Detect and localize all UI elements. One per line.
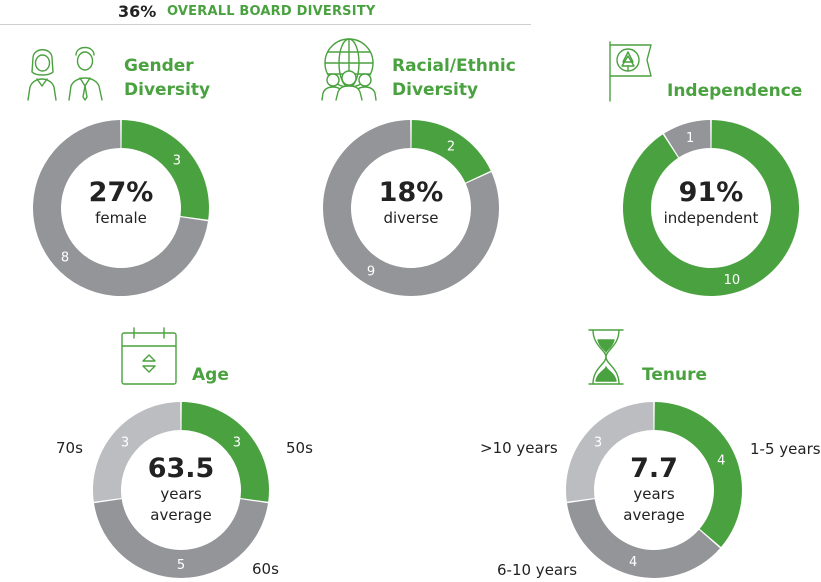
age-center-sub-2: average [150,506,212,524]
tenure-title: Tenure [642,363,707,387]
racial-center-sub-1: diverse [383,209,439,227]
gender-title-line-2: Diversity [124,80,211,100]
overall-diversity-percent: 36% [118,2,157,21]
independence-center-value: 91% [678,177,744,208]
age-slice-3 [93,402,181,502]
age-slice-2 [94,499,268,578]
tenure-title-line-1: Tenure [642,365,707,385]
age-center-value: 63.5 [147,453,215,484]
tenure-slice-1-value: 4 [717,453,725,468]
racial-slice-1 [411,120,491,183]
overall-diversity-label: OVERALL BOARD DIVERSITY [167,4,376,19]
tenure-center-sub-1: years [633,485,675,503]
globe-people-icon [321,38,377,101]
age-title-line-1: Age [192,365,229,385]
independence-slice-2-value: 1 [686,131,694,146]
tenure-center-value: 7.7 [630,453,678,484]
gender-slice-2-value: 8 [61,250,69,265]
age-slice-1-value: 3 [233,436,241,451]
hourglass-icon [588,329,624,385]
age-slice-3-value: 3 [121,436,129,451]
tenure-label-6-10-years: 6-10 years [497,561,578,579]
gender-slice-1-value: 3 [173,154,181,169]
independence-center-sub-1: independent [663,209,759,227]
age-label-70s: 70s [56,439,83,457]
tenure-center: 7.7 years average [604,454,704,526]
racial-slice-2-value: 9 [367,264,375,279]
racial-title-line-2: Diversity [392,80,479,100]
gender-title-line-1: Gender [124,56,194,76]
independence-slice-1 [623,120,800,296]
racial-title-line-1: Racial/Ethnic [392,56,516,76]
gender-slice-1 [121,120,210,220]
calendar-icon [121,327,177,385]
age-slice-2-value: 5 [177,558,185,573]
age-slice-1 [181,402,269,502]
independence-slice-1-value: 10 [724,273,741,288]
gender-title: Gender Diversity [124,54,210,102]
gender-center-sub-1: female [95,209,147,227]
gender-center: 27% female [71,178,171,229]
overall-diversity-header: 36% OVERALL BOARD DIVERSITY [0,0,531,25]
independence-title-line-1: Independence [667,81,803,101]
racial-center-value: 18% [378,177,444,208]
gender-slice-2 [32,120,208,296]
independence-slice-2 [664,120,711,158]
independence-center: 91% independent [651,178,771,229]
age-center-sub-1: years [160,485,202,503]
tenure-slice-1 [654,402,742,548]
donut-charts: 3 8 2 9 10 1 3 5 3 4 4 3 [32,120,800,578]
racial-center: 18% diverse [361,178,461,229]
tenure-center-sub-2: average [623,506,685,524]
age-label-60s: 60s [252,560,279,578]
tenure-slice-2 [567,499,720,578]
people-icon [27,46,103,101]
age-title: Age [192,363,229,387]
racial-slice-2 [322,120,499,297]
tenure-label-1-5-years: 1-5 years [750,440,821,458]
racial-slice-1-value: 2 [447,140,455,155]
age-label-50s: 50s [286,439,313,457]
age-center: 63.5 years average [131,454,231,526]
independence-title: Independence [667,79,802,103]
gender-center-value: 27% [88,177,154,208]
racial-title: Racial/Ethnic Diversity [392,54,516,102]
tenure-label-over-10-years: >10 years [480,439,558,457]
tenure-slice-3-value: 3 [594,436,602,451]
tenure-slice-3 [566,402,654,502]
flag-tree-icon [609,41,652,102]
tenure-slice-2-value: 4 [629,555,637,570]
